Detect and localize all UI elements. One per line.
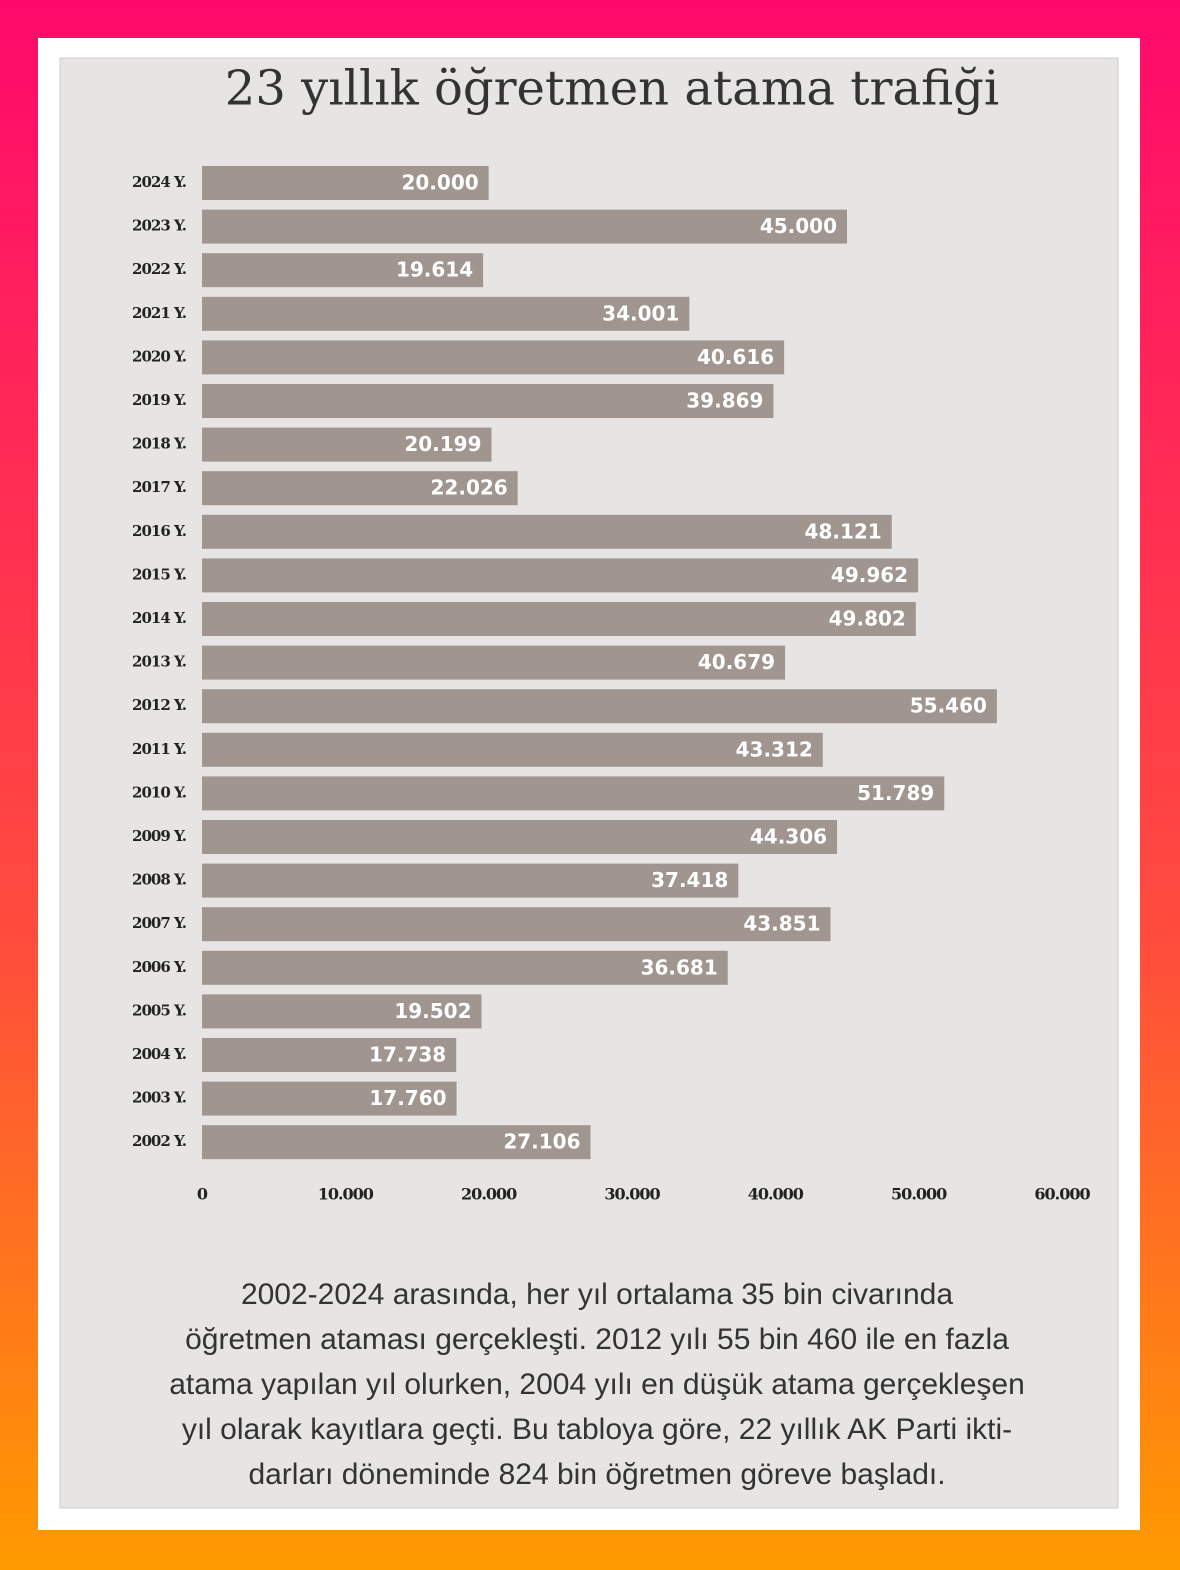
note-line: darları döneminde 824 bin öğretmen görev… [248,1458,945,1491]
bar [202,732,823,767]
value-label: 51.789 [857,781,934,805]
x-tick-label: 0 [197,1185,208,1204]
note-line: yıl olarak kayıtlara geçti. Bu tabloya g… [182,1413,1012,1446]
bar [202,776,945,811]
bar [202,645,786,680]
bar [202,558,919,593]
y-tick-label: 2023 Y. [132,217,186,235]
bar [202,514,892,549]
bar [202,209,847,244]
value-label: 37.418 [651,868,728,892]
value-label: 49.802 [829,607,906,631]
bar [202,689,997,724]
note-line: öğretmen ataması gerçekleşti. 2012 yılı … [185,1323,1009,1356]
bar [202,994,482,1029]
bar [202,863,739,898]
y-tick-label: 2012 Y. [132,696,186,714]
y-tick-label: 2015 Y. [132,565,186,583]
y-tick-label: 2004 Y. [132,1045,186,1063]
value-label: 17.738 [369,1043,446,1067]
y-tick-label: 2002 Y. [132,1132,186,1150]
note-line: 2002-2024 arasında, her yıl ortalama 35 … [241,1278,953,1311]
x-tick-label: 10.000 [318,1185,374,1204]
y-tick-label: 2016 Y. [132,522,186,540]
y-tick-label: 2011 Y. [132,740,186,758]
value-label: 55.460 [910,694,987,718]
bar [202,1038,457,1072]
value-label: 45.000 [760,214,837,238]
bar [202,1125,591,1160]
x-tick-label: 50.000 [891,1185,947,1204]
y-tick-label: 2003 Y. [132,1089,186,1107]
value-label: 43.851 [743,912,820,936]
y-tick-label: 2017 Y. [132,478,186,496]
x-tick-label: 60.000 [1034,1185,1090,1204]
value-label: 19.502 [394,999,471,1023]
bar [202,296,690,331]
y-tick-label: 2019 Y. [132,391,186,409]
value-label: 22.026 [431,476,508,500]
bar [202,340,785,375]
y-tick-label: 2022 Y. [132,260,186,278]
value-label: 49.962 [831,563,908,587]
y-tick-label: 2005 Y. [132,1001,186,1019]
value-label: 40.679 [698,650,775,674]
y-tick-label: 2006 Y. [132,958,186,976]
value-label: 40.616 [697,345,774,369]
bar [202,950,728,985]
y-tick-label: 2014 Y. [132,609,186,627]
value-label: 34.001 [602,301,679,325]
y-tick-label: 2024 Y. [132,173,186,191]
x-tick-label: 20.000 [461,1185,517,1204]
x-tick-label: 30.000 [604,1185,660,1204]
value-label: 36.681 [641,955,718,979]
y-tick-label: 2010 Y. [132,783,186,801]
bar [202,907,831,942]
value-label: 44.306 [750,825,827,849]
bar [202,253,484,288]
y-tick-label: 2018 Y. [132,435,186,453]
y-tick-label: 2021 Y. [132,304,186,322]
y-tick-label: 2020 Y. [132,347,186,365]
value-label: 17.760 [369,1086,446,1110]
y-tick-label: 2013 Y. [132,653,186,671]
value-label: 20.000 [401,171,478,195]
x-tick-label: 40.000 [748,1185,804,1204]
bar [202,384,774,418]
bar [202,602,916,636]
y-tick-label: 2007 Y. [132,914,186,932]
value-label: 48.121 [805,519,882,543]
value-label: 43.312 [736,737,813,761]
bar [202,166,489,200]
value-label: 27.106 [503,1130,580,1154]
value-label: 19.614 [396,258,473,282]
note-line: atama yapılan yıl olurken, 2004 yılı en … [169,1368,1025,1401]
bar [202,820,838,854]
bar [202,427,492,462]
value-label: 39.869 [686,389,763,413]
bar [202,471,518,506]
bar [202,1081,457,1116]
chart-title: 23 yıllık öğretmen atama trafiği [225,61,999,117]
y-tick-label: 2009 Y. [132,827,186,845]
value-label: 20.199 [404,432,481,456]
y-tick-label: 2008 Y. [132,871,186,889]
